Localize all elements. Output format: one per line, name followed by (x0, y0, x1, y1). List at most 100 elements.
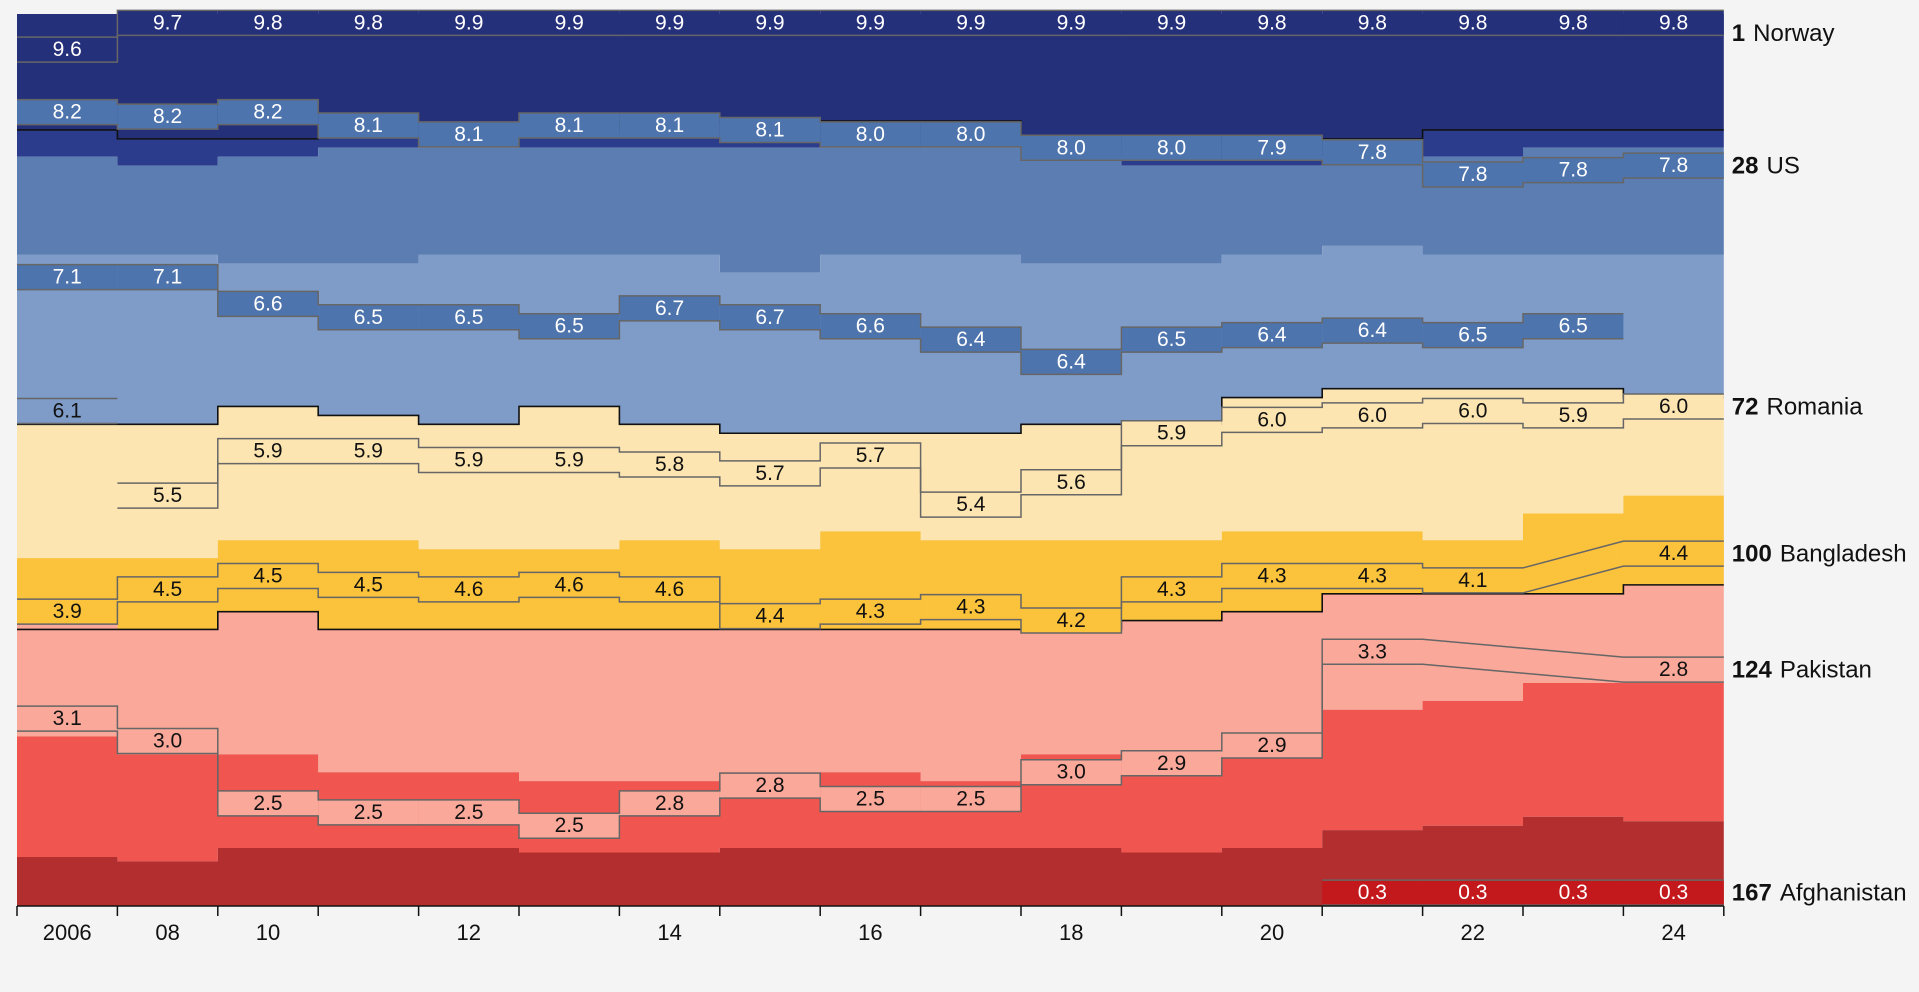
value-label-box (1021, 10, 1122, 36)
value-label: 3.0 (1057, 761, 1086, 784)
x-tick-label: 2006 (43, 920, 92, 945)
country-rank: 167 (1732, 879, 1772, 906)
value-label-box (920, 786, 1021, 812)
value-label: 6.4 (1257, 324, 1287, 347)
value-label-box (1121, 327, 1222, 353)
value-label-box (418, 121, 519, 147)
value-label: 9.9 (1057, 11, 1086, 34)
value-label-box (217, 563, 319, 589)
value-label-box (117, 728, 218, 754)
value-label: 4.3 (1157, 578, 1186, 601)
value-label: 4.5 (153, 578, 182, 601)
value-label-box (920, 327, 1021, 353)
x-tick-label: 20 (1260, 920, 1284, 945)
value-label: 6.1 (53, 399, 82, 422)
value-label-box (1523, 313, 1624, 339)
value-label: 5.9 (354, 440, 383, 463)
value-label: 6.5 (1157, 328, 1186, 351)
value-label-box (719, 460, 821, 486)
x-axis: 2006 08 10 12 14 16 18 20 22 24 (16, 905, 1725, 945)
value-label: 6.5 (354, 306, 383, 329)
value-label-box (619, 576, 720, 602)
value-label: 6.0 (1358, 404, 1387, 427)
value-label: 4.5 (253, 564, 282, 587)
value-label: 9.9 (655, 11, 684, 34)
value-label: 8.1 (555, 114, 584, 137)
country-legend-label: 124 Pakistan (1732, 656, 1872, 683)
value-label: 9.8 (1559, 11, 1588, 34)
value-label-box (1422, 398, 1523, 424)
value-label-box (1021, 759, 1122, 785)
value-label-box (1221, 563, 1323, 589)
value-label: 3.1 (53, 707, 82, 730)
value-label: 9.9 (755, 11, 784, 34)
value-label: 6.6 (253, 292, 282, 315)
value-label-box (1523, 880, 1624, 906)
series-outline-bottom (117, 418, 1724, 518)
value-label-box (820, 121, 921, 147)
value-label-box (519, 572, 620, 598)
country-legend-label: 100 Bangladesh (1732, 540, 1907, 567)
value-label-box (1422, 162, 1523, 188)
country-rank: 28 (1732, 152, 1759, 179)
value-label-box (719, 304, 821, 330)
value-label-box (1221, 322, 1323, 348)
band-boundary-line (17, 387, 1724, 435)
value-label: 6.7 (655, 297, 684, 320)
value-label-box (1623, 880, 1724, 906)
country-rank: 1 (1732, 20, 1745, 47)
value-label-box (318, 10, 419, 36)
value-label: 5.4 (956, 493, 986, 516)
value-label-box (1322, 318, 1423, 344)
value-label: 2.5 (555, 814, 584, 837)
value-label: 4.5 (354, 573, 383, 596)
series-outline-bottom (17, 34, 1724, 63)
value-label: 9.8 (253, 11, 282, 34)
area-band (17, 14, 1724, 139)
series-outline-bottom (17, 663, 1724, 839)
value-label: 5.7 (755, 462, 784, 485)
country-legend-label: 72 Romania (1732, 393, 1863, 420)
value-label-box (920, 492, 1021, 518)
series-outline-top (17, 263, 1624, 351)
value-label: 2.5 (956, 787, 985, 810)
x-tick-label: 08 (155, 920, 179, 945)
value-label: 8.1 (354, 114, 383, 137)
value-label-box (17, 599, 118, 625)
value-label-box (1523, 157, 1624, 183)
value-label-box (117, 264, 218, 290)
value-label: 5.8 (655, 453, 684, 476)
value-label: 5.9 (555, 449, 584, 472)
x-tick-label: 18 (1059, 920, 1083, 945)
value-label-box (1523, 402, 1624, 428)
value-label: 4.3 (1358, 564, 1387, 587)
value-label: 4.6 (454, 578, 483, 601)
x-tick-label: 10 (256, 920, 280, 945)
value-label-box (820, 786, 921, 812)
value-label: 9.9 (454, 11, 483, 34)
value-label: 2.8 (1659, 658, 1688, 681)
x-tick-label: 16 (858, 920, 882, 945)
country-name: Romania (1767, 393, 1864, 420)
series-outline-top (17, 540, 1724, 609)
value-label: 8.0 (1057, 136, 1086, 159)
value-label-box (318, 113, 419, 138)
value-label-box (920, 10, 1021, 36)
value-label-box (1623, 10, 1724, 36)
value-label: 8.0 (956, 123, 985, 146)
value-label: 5.9 (1157, 422, 1186, 445)
country-legend-label: 167 Afghanistan (1732, 879, 1907, 906)
value-labels: 9.6 9.7 9.8 9.8 9.9 9.9 9.9 9.9 9.9 9.9 9.9 9.9 9.8 9… (17, 9, 1724, 906)
value-label-box (1322, 10, 1423, 36)
country-name: Pakistan (1780, 656, 1872, 683)
value-label: 6.4 (1057, 350, 1087, 373)
value-label: 6.0 (1659, 395, 1688, 418)
value-label-box (519, 10, 620, 36)
value-label: 7.8 (1559, 159, 1588, 182)
value-label: 6.4 (956, 328, 986, 351)
value-label: 5.7 (856, 444, 885, 467)
value-label: 8.2 (53, 101, 82, 124)
value-label-box (619, 790, 720, 816)
value-label-box (619, 10, 720, 36)
